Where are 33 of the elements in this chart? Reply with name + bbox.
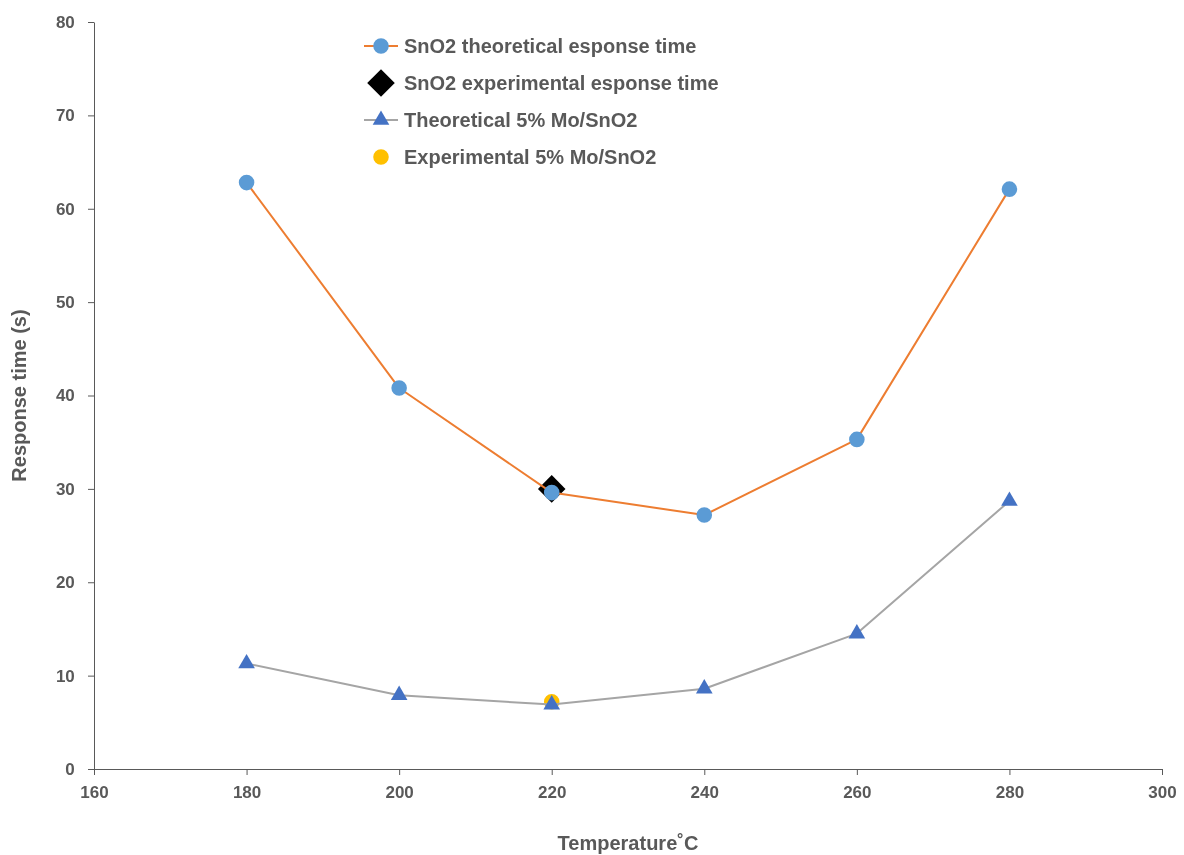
x-tick-label: 160 — [80, 783, 109, 803]
y-tick-label: 60 — [55, 199, 75, 219]
legend-label: Experimental 5% Mo/SnO2 — [404, 146, 657, 168]
legend-label: SnO2 experimental esponse time — [404, 72, 719, 94]
y-tick-label: 10 — [55, 666, 75, 686]
y-tick-label: 0 — [65, 759, 75, 779]
y-tick-label: 80 — [55, 12, 75, 32]
legend-label: Theoretical 5% Mo/SnO2 — [404, 109, 638, 131]
x-tick-label: 200 — [385, 783, 414, 803]
y-tick-label: 40 — [55, 386, 75, 406]
point — [1001, 491, 1018, 506]
point — [1001, 181, 1018, 197]
x-axis-title: Temperature˚C — [557, 832, 699, 854]
point — [391, 380, 407, 396]
point — [238, 174, 255, 191]
point — [696, 507, 713, 523]
point — [390, 685, 408, 701]
x-tick-label: 180 — [232, 783, 262, 803]
point — [695, 679, 713, 694]
point — [849, 431, 865, 448]
y-tick-label: 70 — [55, 106, 75, 126]
point — [848, 624, 866, 639]
x-tick-label: 260 — [843, 783, 872, 803]
x-tick-label: 240 — [690, 783, 719, 803]
y-axis-title: Response time (s) — [8, 309, 30, 482]
x-tick-label: 300 — [1148, 783, 1177, 803]
y-tick-label: 20 — [55, 573, 75, 593]
point — [238, 653, 255, 669]
legend-label: SnO2 theoretical esponse time — [404, 35, 697, 57]
y-tick-label: 50 — [55, 293, 75, 313]
x-tick-label: 280 — [995, 783, 1025, 803]
y-tick-label: 30 — [55, 479, 75, 499]
x-tick-label: 220 — [538, 783, 567, 803]
